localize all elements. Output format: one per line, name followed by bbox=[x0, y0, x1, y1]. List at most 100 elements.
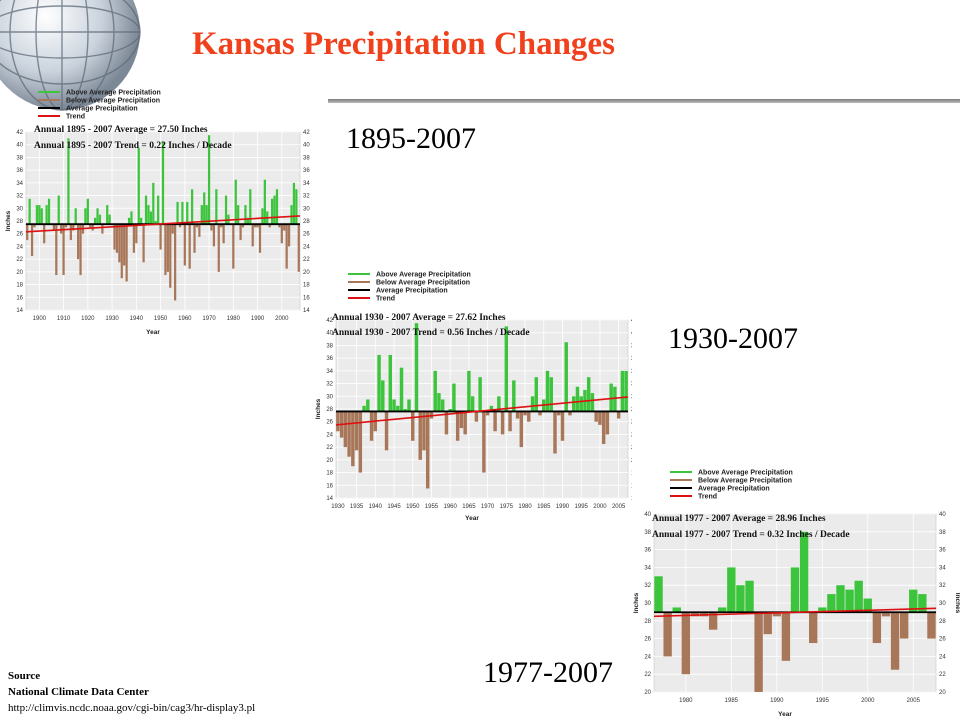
bar-below-average bbox=[195, 224, 199, 228]
bar-above-average bbox=[654, 576, 663, 613]
x-axis-label: Year bbox=[146, 329, 160, 336]
bar-below-average bbox=[123, 224, 126, 266]
bar-above-average bbox=[292, 182, 296, 225]
bar-below-average bbox=[101, 224, 104, 234]
y-tick-label-right: 36 bbox=[631, 356, 632, 362]
bar-below-average bbox=[459, 411, 464, 429]
period-label-1930-2007: 1930-2007 bbox=[668, 322, 798, 355]
bar-above-average bbox=[130, 211, 133, 225]
bar-below-average bbox=[553, 411, 557, 454]
y-tick-label-right: 26 bbox=[939, 637, 946, 643]
x-tick-label: 1945 bbox=[387, 504, 401, 510]
bar-below-average bbox=[60, 224, 63, 234]
bar-above-average bbox=[586, 377, 591, 412]
bar-above-average bbox=[137, 147, 140, 225]
x-axis-label: Year bbox=[465, 515, 479, 522]
bar-below-average bbox=[268, 224, 271, 228]
chart-annotation: Annual 1895 - 2007 Trend = 0.22 Inches /… bbox=[34, 141, 232, 151]
bar-below-average bbox=[347, 411, 351, 457]
bar-above-average bbox=[84, 208, 87, 225]
bar-above-average bbox=[624, 370, 628, 412]
bar-above-average bbox=[845, 589, 854, 613]
x-tick-label: 1935 bbox=[350, 504, 364, 510]
bar-above-average bbox=[534, 377, 539, 412]
bar-above-average bbox=[790, 567, 800, 613]
x-axis-label: Year bbox=[778, 711, 792, 718]
bar-below-average bbox=[239, 224, 242, 241]
y-tick-label-right: 30 bbox=[939, 601, 946, 607]
bar-above-average bbox=[396, 405, 400, 412]
y-tick-label-left: 30 bbox=[16, 206, 23, 212]
y-tick-label-right: 30 bbox=[303, 206, 310, 212]
bar-below-average bbox=[43, 224, 46, 244]
bar-above-average bbox=[290, 205, 293, 225]
y-tick-label-right: 24 bbox=[303, 244, 310, 250]
y-tick-label-left: 28 bbox=[16, 219, 23, 225]
bar-above-average bbox=[414, 323, 419, 412]
legend-label: Average Precipitation bbox=[66, 106, 138, 113]
bar-above-average bbox=[362, 405, 366, 412]
bar-above-average bbox=[273, 195, 276, 225]
bar-below-average bbox=[560, 411, 565, 441]
bar-below-average bbox=[508, 411, 512, 432]
bar-below-average bbox=[763, 612, 772, 635]
bar-above-average bbox=[399, 367, 404, 412]
x-tick-label: 1940 bbox=[130, 316, 144, 322]
bar-above-average bbox=[246, 217, 249, 225]
bar-above-average bbox=[154, 221, 157, 225]
bar-below-average bbox=[251, 224, 254, 247]
y-tick-label-right: 36 bbox=[939, 548, 946, 554]
bar-above-average bbox=[215, 189, 218, 225]
bar-below-average bbox=[411, 411, 415, 441]
y-tick-label-right: 28 bbox=[631, 407, 632, 413]
y-axis-label-right: Inches bbox=[954, 593, 960, 614]
bar-below-average bbox=[287, 224, 291, 247]
bar-above-average bbox=[620, 370, 625, 412]
bar-below-average bbox=[30, 224, 34, 256]
bar-above-average bbox=[186, 201, 189, 225]
bar-below-average bbox=[166, 224, 169, 272]
bar-above-average bbox=[263, 179, 266, 225]
bar-above-average bbox=[74, 208, 77, 225]
y-tick-label-left: 26 bbox=[644, 637, 651, 643]
y-tick-label-right: 22 bbox=[939, 672, 946, 678]
bar-above-average bbox=[93, 217, 97, 225]
y-tick-label-right: 14 bbox=[631, 496, 632, 502]
bar-group bbox=[654, 531, 936, 692]
bar-above-average bbox=[40, 208, 43, 225]
y-tick-label-right: 24 bbox=[939, 654, 946, 660]
bar-above-average bbox=[836, 585, 845, 613]
y-tick-label-right: 42 bbox=[631, 318, 632, 324]
bar-below-average bbox=[899, 612, 909, 639]
bar-above-average bbox=[35, 205, 39, 225]
bar-above-average bbox=[545, 370, 550, 412]
source-block: Source National Climate Data Center http… bbox=[8, 668, 255, 716]
bar-below-average bbox=[708, 612, 718, 630]
bar-below-average bbox=[188, 224, 191, 269]
y-tick-label-left: 14 bbox=[326, 496, 333, 502]
y-tick-label-left: 20 bbox=[326, 458, 333, 464]
bar-below-average bbox=[809, 612, 818, 644]
bar-below-average bbox=[135, 224, 138, 244]
bar-above-average bbox=[613, 386, 617, 412]
bar-above-average bbox=[609, 383, 613, 412]
period-label-1977-2007: 1977-2007 bbox=[483, 656, 613, 689]
bar-below-average bbox=[171, 224, 174, 234]
bar-above-average bbox=[295, 189, 298, 225]
bar-below-average bbox=[601, 411, 606, 444]
bar-below-average bbox=[193, 224, 196, 253]
y-tick-label-right: 30 bbox=[631, 394, 632, 400]
bar-above-average bbox=[388, 354, 393, 412]
bar-above-average bbox=[203, 192, 206, 225]
y-tick-label-right: 32 bbox=[939, 583, 946, 589]
bar-below-average bbox=[169, 224, 172, 288]
x-tick-label: 1990 bbox=[770, 698, 784, 704]
bar-below-average bbox=[358, 411, 363, 473]
bar-below-average bbox=[594, 411, 598, 422]
y-tick-label-left: 22 bbox=[16, 257, 23, 263]
y-tick-label-right: 24 bbox=[631, 432, 632, 438]
y-tick-label-right: 40 bbox=[303, 143, 310, 149]
bar-group bbox=[26, 135, 300, 301]
